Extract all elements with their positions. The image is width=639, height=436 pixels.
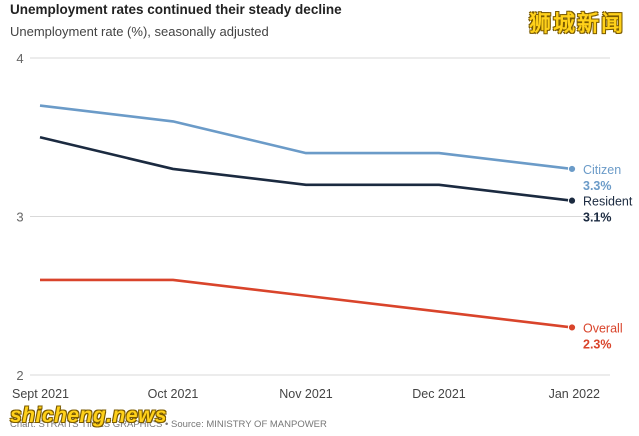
end-point-overall: [567, 323, 577, 332]
series-line-overall: [40, 278, 573, 329]
source-credit: Chart: STRAITS TIMES GRAPHICS • Source: …: [10, 419, 327, 430]
y-tick-label: 2: [16, 368, 23, 383]
series-label-citizen: Citizen: [583, 163, 621, 177]
data-label-overall: 2.3%: [583, 337, 612, 351]
x-tick-label: Nov 2021: [279, 387, 333, 401]
x-tick-label: Dec 2021: [412, 387, 466, 401]
data-label-resident: 3.1%: [583, 211, 612, 225]
watermark-chinese: 狮城新闻: [528, 11, 625, 36]
y-tick-label: 3: [16, 210, 23, 225]
watermark-english: shicheng.news: [10, 404, 168, 427]
end-point-resident: [567, 196, 577, 205]
series-line-resident: [39, 135, 573, 202]
x-tick-label: Sept 2021: [12, 387, 69, 401]
chart-subtitle: Unemployment rate (%), seasonally adjust…: [10, 24, 269, 39]
end-point-citizen: [567, 164, 577, 174]
y-tick-label: 4: [16, 51, 23, 66]
x-tick-label: Oct 2021: [148, 387, 199, 401]
series-label-overall: Overall: [583, 321, 623, 335]
series-label-resident: Resident: [583, 195, 633, 209]
x-tick-label: Jan 2022: [549, 387, 600, 401]
chart-title: Unemployment rates continued their stead…: [10, 2, 342, 17]
series-line-citizen: [39, 104, 573, 171]
data-label-citizen: 3.3%: [583, 179, 612, 193]
